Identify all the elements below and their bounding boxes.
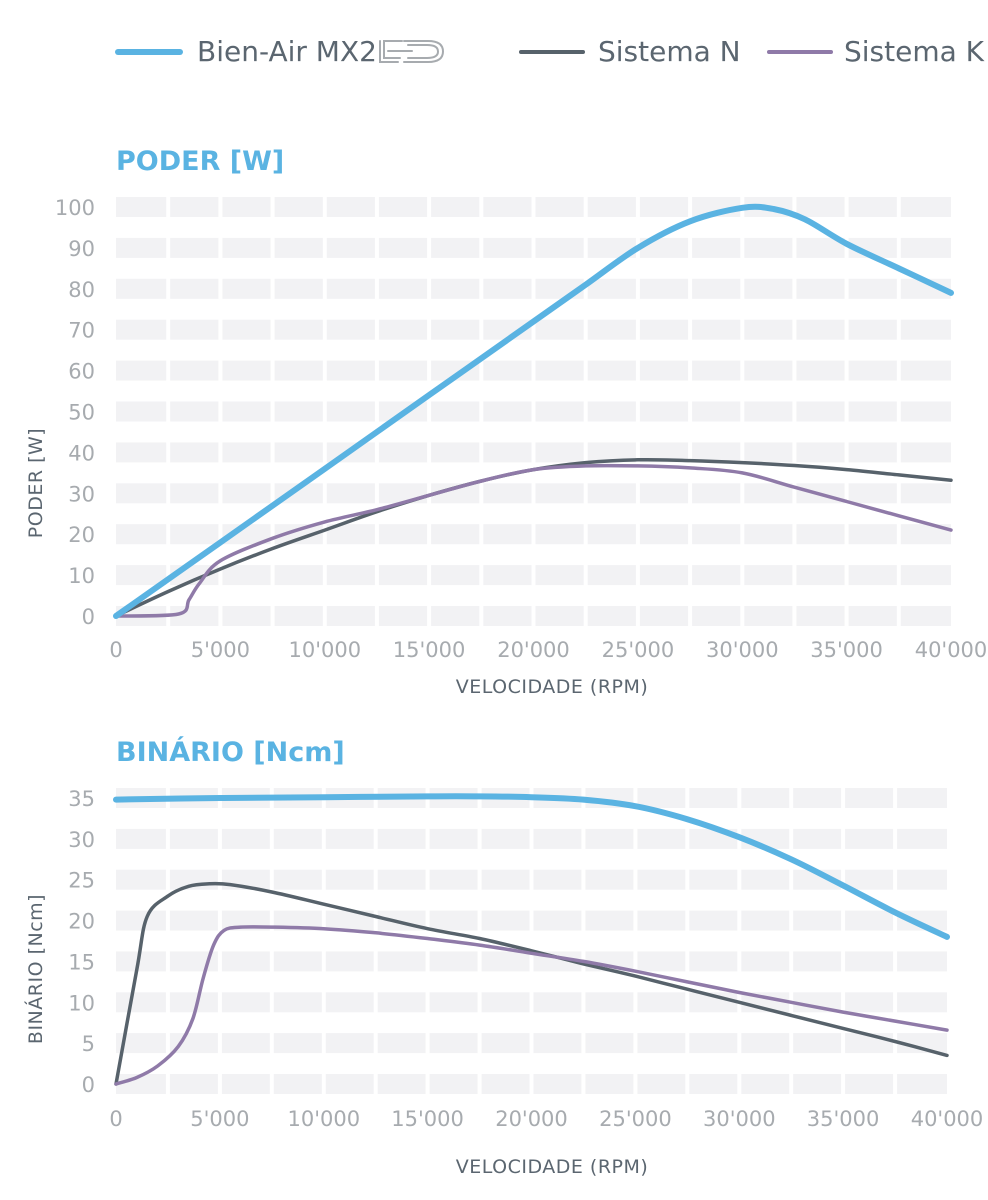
x-tick-label: 30'000: [703, 1107, 776, 1131]
chart-title: BINÁRIO [Ncm]: [116, 736, 345, 768]
x-tick-label: 5'000: [191, 638, 250, 662]
x-tick-label: 10'000: [289, 638, 362, 662]
y-tick-label: 70: [68, 319, 95, 343]
x-tick-label: 15'000: [391, 1107, 464, 1131]
series-line-bien-air-mx2[interactable]: [113, 793, 950, 940]
x-tick-label: 10'000: [288, 1107, 361, 1131]
y-tick-label: 90: [68, 237, 95, 261]
y-tick-label: 60: [68, 360, 95, 384]
grid-gap: [740, 195, 745, 628]
x-tick-label: 25'000: [599, 1107, 672, 1131]
grid-gap: [841, 786, 846, 1096]
y-tick-label: 0: [82, 1073, 95, 1097]
series-line-bien-air-mx2[interactable]: [113, 203, 954, 619]
power-chart: PODER [W] 0 10 20 30 40 50 60 70 80 90 100 0 5'000 1…: [25, 146, 987, 698]
y-tick-label: 100: [55, 196, 95, 220]
grid-gap: [583, 195, 588, 628]
chart-title: PODER [W]: [116, 146, 284, 177]
x-tick-label: 20'000: [497, 638, 570, 662]
legend-label-bien-air-mx2: Bien-Air MX2: [197, 35, 377, 68]
grid-gap: [685, 786, 690, 1096]
legend-item-sistema-k[interactable]: Sistema K: [767, 35, 985, 68]
x-tick-label: 5'000: [190, 1107, 249, 1131]
x-tick-label: 35'000: [807, 1107, 880, 1131]
grid-gap: [270, 195, 275, 628]
plot-series: [113, 793, 950, 1086]
legend-item-bien-air-mx2[interactable]: Bien-Air MX2: [115, 35, 445, 68]
x-tick-label: 30'000: [706, 638, 779, 662]
grid-gap: [322, 195, 327, 628]
x-tick-label: 0: [109, 638, 122, 662]
y-tick-label: 25: [68, 869, 95, 893]
grid-gap: [427, 195, 432, 628]
grid-gap: [635, 195, 640, 628]
grid-gap: [531, 195, 536, 628]
x-tick-label: 25'000: [602, 638, 675, 662]
y-tick-label: 50: [68, 401, 95, 425]
y-tick-label: 5: [82, 1032, 95, 1056]
y-tick-label: 80: [68, 278, 95, 302]
series-line-sistema-k[interactable]: [114, 463, 953, 618]
led-logo-icon: [379, 40, 445, 63]
y-tick-label: 40: [68, 441, 95, 465]
grid-gap: [165, 786, 170, 1096]
grid-gap: [789, 786, 794, 1096]
grid-gap: [633, 786, 638, 1096]
y-tick-label: 0: [82, 605, 95, 629]
grid-gap: [688, 195, 693, 628]
y-axis-title: BINÁRIO [Ncm]: [24, 894, 47, 1044]
x-axis-title: VELOCIDADE (RPM): [456, 676, 649, 698]
y-tick-label: 20: [68, 910, 95, 934]
grid-gap: [529, 786, 534, 1096]
grid-gap: [217, 786, 222, 1096]
grid-gap: [893, 786, 898, 1096]
y-axis-ticks: 0 5 10 15 20 25 30 35: [68, 787, 95, 1097]
grid-gap: [218, 195, 223, 628]
x-axis-ticks: 0 5'000 10'000 15'000 20'000 25'000 30'000 35'0…: [109, 1107, 983, 1131]
legend-label-sistema-n: Sistema N: [598, 35, 741, 68]
grid-gap: [269, 786, 274, 1096]
grid-gap: [737, 786, 742, 1096]
y-tick-label: 10: [68, 991, 95, 1015]
y-tick-label: 20: [68, 523, 95, 547]
legend: Bien-Air MX2 Sistema N Sistema K: [115, 35, 985, 68]
legend-item-sistema-n[interactable]: Sistema N: [519, 35, 741, 68]
grid-gap: [373, 786, 378, 1096]
plot-grid: [116, 786, 947, 1096]
grid-gap: [477, 786, 482, 1096]
x-tick-label: 40'000: [915, 638, 988, 662]
y-axis-title: PODER [W]: [25, 428, 47, 538]
series-line-sistema-n[interactable]: [114, 881, 949, 1086]
x-tick-label: 35'000: [810, 638, 883, 662]
torque-chart: BINÁRIO [Ncm] 0 5 10 15 20 25 30 35 0 5'000 10'00…: [24, 736, 983, 1178]
grid-gap: [321, 786, 326, 1096]
x-axis-title: VELOCIDADE (RPM): [456, 1156, 649, 1178]
grid-gap: [425, 786, 430, 1096]
y-axis-ticks: 0 10 20 30 40 50 60 70 80 90 100: [55, 196, 95, 629]
x-tick-label: 40'000: [911, 1107, 984, 1131]
x-tick-label: 0: [109, 1107, 122, 1131]
plot-grid: [116, 195, 951, 628]
y-tick-label: 30: [68, 482, 95, 506]
plot-series: [113, 203, 954, 619]
y-tick-label: 35: [68, 787, 95, 811]
x-tick-label: 15'000: [393, 638, 466, 662]
legend-label-sistema-k: Sistema K: [844, 35, 985, 68]
grid-gap: [479, 195, 484, 628]
x-tick-label: 20'000: [495, 1107, 568, 1131]
grid-gap: [581, 786, 586, 1096]
series-line-sistema-k[interactable]: [114, 925, 949, 1086]
y-tick-label: 15: [68, 950, 95, 974]
grid-gap: [896, 195, 901, 628]
grid-gap: [374, 195, 379, 628]
y-tick-label: 30: [68, 828, 95, 852]
grid-gap: [844, 195, 849, 628]
x-axis-ticks: 0 5'000 10'000 15'000 20'000 25'000 30'000 35'0…: [109, 638, 987, 662]
grid-gap: [792, 195, 797, 628]
y-tick-label: 10: [68, 564, 95, 588]
grid-gap: [166, 195, 171, 628]
